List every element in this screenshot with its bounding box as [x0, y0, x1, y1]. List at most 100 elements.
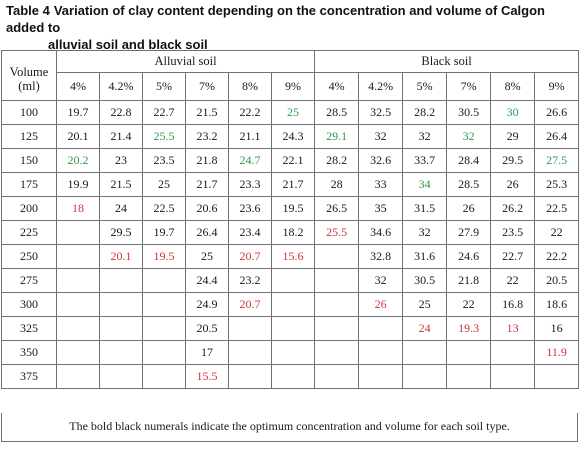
black-value-cell: 28.4 [446, 148, 492, 173]
black-value-cell [314, 244, 360, 269]
alluvial-value-cell [56, 316, 100, 341]
black-value-cell [446, 364, 492, 389]
black-value-cell: 30 [490, 100, 536, 125]
alluvial-value-cell: 19.5 [142, 244, 186, 269]
black-value-cell: 26.6 [534, 100, 580, 125]
alluvial-value-cell: 22.8 [99, 100, 143, 125]
black-value-cell: 25.5 [314, 220, 360, 245]
black-value-cell: 27.5 [534, 148, 580, 173]
black-concentration-header: 9% [534, 72, 580, 101]
table-caption-line2: alluvial soil and black soil [48, 37, 208, 52]
black-value-cell: 32.5 [358, 100, 404, 125]
alluvial-value-cell: 23.6 [228, 196, 272, 221]
black-value-cell: 22 [490, 268, 536, 293]
table-footnote: The bold black numerals indicate the opt… [1, 413, 578, 442]
alluvial-value-cell [270, 292, 316, 317]
black-value-cell: 28 [314, 172, 360, 197]
table-caption: Table 4 Variation of clay content dependi… [6, 2, 574, 53]
black-value-cell [402, 340, 448, 365]
alluvial-value-cell: 24.9 [185, 292, 229, 317]
alluvial-value-cell [99, 316, 143, 341]
alluvial-value-cell [56, 340, 100, 365]
black-value-cell: 22.7 [490, 244, 536, 269]
alluvial-value-cell [270, 340, 316, 365]
black-value-cell: 22.5 [534, 196, 580, 221]
alluvial-value-cell: 23.2 [228, 268, 272, 293]
black-value-cell: 23.5 [490, 220, 536, 245]
volume-cell: 150 [1, 148, 57, 173]
alluvial-value-cell: 19.7 [142, 220, 186, 245]
black-value-cell [534, 364, 580, 389]
volume-cell: 325 [1, 316, 57, 341]
black-value-cell: 25.3 [534, 172, 580, 197]
black-value-cell: 16 [534, 316, 580, 341]
alluvial-value-cell: 23.4 [228, 220, 272, 245]
table-row: 125 20.1 21.4 25.5 23.2 21.1 24.3 29.1 32 32 32 29 2… [1, 124, 580, 149]
alluvial-value-cell: 20.7 [228, 244, 272, 269]
alluvial-value-cell [99, 364, 143, 389]
black-value-cell: 16.8 [490, 292, 536, 317]
alluvial-value-cell: 21.8 [185, 148, 229, 173]
alluvial-value-cell: 23.3 [228, 172, 272, 197]
table-caption-label: Table 4 [6, 3, 50, 18]
alluvial-value-cell [228, 364, 272, 389]
black-value-cell: 26.2 [490, 196, 536, 221]
alluvial-value-cell [142, 340, 186, 365]
black-value-cell: 31.5 [402, 196, 448, 221]
black-value-cell: 34.6 [358, 220, 404, 245]
volume-cell: 125 [1, 124, 57, 149]
alluvial-value-cell: 20.5 [185, 316, 229, 341]
black-value-cell: 32.8 [358, 244, 404, 269]
black-value-cell: 30.5 [402, 268, 448, 293]
black-value-cell: 28.2 [314, 148, 360, 173]
black-concentration-header: 4% [314, 72, 360, 101]
black-concentration-header: 7% [446, 72, 492, 101]
table-row: 250 20.1 19.5 25 20.7 15.6 32.8 31.6 24.6 22.7 22.… [1, 244, 580, 269]
table-row: 375 15.5 [1, 364, 580, 389]
alluvial-value-cell: 18.2 [270, 220, 316, 245]
volume-cell: 350 [1, 340, 57, 365]
alluvial-value-cell: 24.7 [228, 148, 272, 173]
black-value-cell: 28.2 [402, 100, 448, 125]
alluvial-value-cell [142, 292, 186, 317]
alluvial-value-cell [56, 364, 100, 389]
table-row: 300 24.9 20.7 26 25 22 16.8 18.6 [1, 292, 580, 317]
black-value-cell: 30.5 [446, 100, 492, 125]
table-row: 100 19.7 22.8 22.7 21.5 22.2 25 28.5 32.5 28.2 30.… [1, 100, 580, 125]
black-value-cell: 25 [402, 292, 448, 317]
alluvial-value-cell: 22.5 [142, 196, 186, 221]
black-value-cell: 29.1 [314, 124, 360, 149]
alluvial-value-cell [99, 340, 143, 365]
table-row: 275 24.4 23.2 32 30.5 21.8 22 20.5 [1, 268, 580, 293]
alluvial-value-cell: 19.5 [270, 196, 316, 221]
alluvial-value-cell: 23.2 [185, 124, 229, 149]
alluvial-value-cell: 21.4 [99, 124, 143, 149]
black-value-cell: 26.5 [314, 196, 360, 221]
black-value-cell: 27.9 [446, 220, 492, 245]
black-value-cell [314, 340, 360, 365]
alluvial-value-cell: 25 [270, 100, 316, 125]
volume-cell: 100 [1, 100, 57, 125]
alluvial-value-cell: 19.9 [56, 172, 100, 197]
alluvial-value-cell: 26.4 [185, 220, 229, 245]
table-caption-line1: Variation of clay content depending on t… [6, 3, 545, 35]
volume-header-unit: (ml) [18, 79, 40, 93]
black-value-cell: 18.6 [534, 292, 580, 317]
alluvial-value-cell: 24.4 [185, 268, 229, 293]
black-value-cell: 28.5 [446, 172, 492, 197]
volume-header: Volume (ml) [1, 50, 57, 101]
alluvial-value-cell: 23 [99, 148, 143, 173]
alluvial-value-cell [270, 316, 316, 341]
alluvial-value-cell: 22.1 [270, 148, 316, 173]
alluvial-value-cell [99, 292, 143, 317]
black-value-cell: 19.3 [446, 316, 492, 341]
black-value-cell: 26 [490, 172, 536, 197]
alluvial-value-cell: 20.7 [228, 292, 272, 317]
black-value-cell: 32 [402, 220, 448, 245]
alluvial-value-cell: 17 [185, 340, 229, 365]
black-value-cell: 20.5 [534, 268, 580, 293]
black-value-cell: 33.7 [402, 148, 448, 173]
table-row: 325 20.5 24 19.3 13 16 [1, 316, 580, 341]
volume-header-label: Volume [9, 65, 49, 79]
black-value-cell: 32 [358, 268, 404, 293]
